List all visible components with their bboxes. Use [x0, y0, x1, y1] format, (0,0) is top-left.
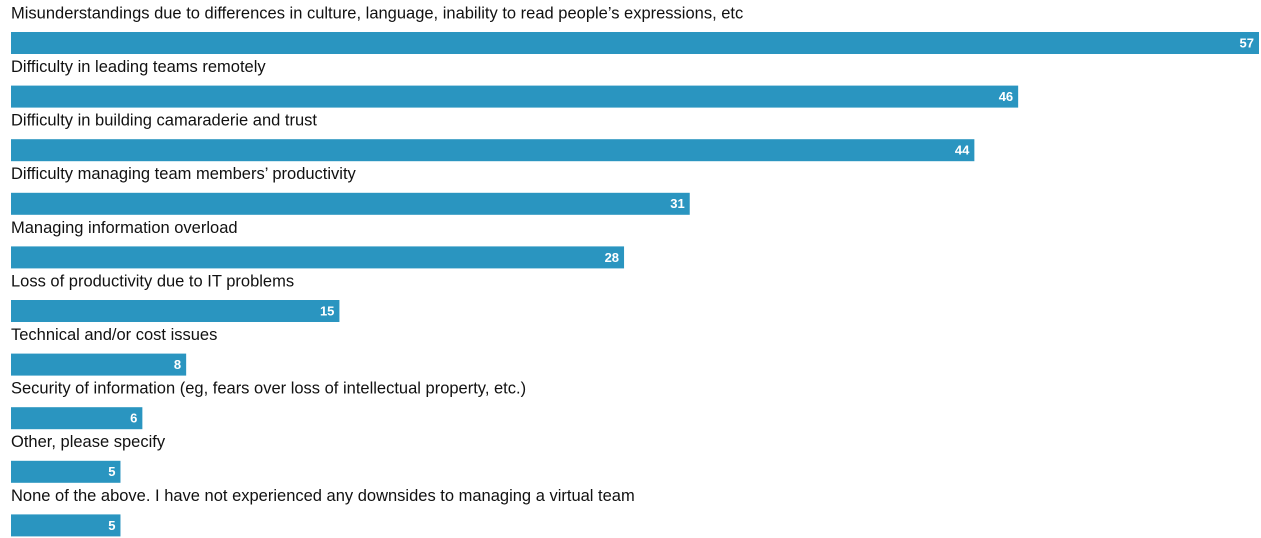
bar [11, 353, 187, 376]
bar [11, 246, 625, 269]
category-label: Misunderstandings due to differences in … [11, 4, 743, 22]
value-label: 6 [130, 411, 137, 426]
value-label: 15 [320, 303, 334, 318]
category-label: Managing information overload [11, 219, 238, 237]
bar [11, 192, 690, 215]
value-label: 31 [670, 196, 684, 211]
bar [11, 514, 121, 537]
category-label: Loss of productivity due to IT problems [11, 272, 294, 290]
value-label: 8 [174, 357, 181, 372]
value-label: 5 [108, 464, 115, 479]
category-label: Difficulty in building camaraderie and t… [11, 112, 317, 130]
value-label: 28 [605, 250, 619, 265]
bar [11, 139, 975, 162]
bar [11, 85, 1019, 108]
bar [11, 460, 121, 483]
bar [11, 32, 1259, 54]
value-label: 5 [108, 518, 115, 533]
category-label: Security of information (eg, fears over … [11, 380, 526, 398]
category-label: Difficulty managing team members’ produc… [11, 165, 357, 183]
bar [11, 407, 143, 430]
bar [11, 300, 340, 322]
value-label: 46 [999, 89, 1013, 104]
category-label: Other, please specify [11, 433, 166, 451]
category-label: None of the above. I have not experience… [11, 487, 635, 505]
value-label: 57 [1240, 35, 1254, 50]
category-label: Difficulty in leading teams remotely [11, 58, 266, 76]
value-label: 44 [955, 143, 970, 158]
category-label: Technical and/or cost issues [11, 326, 217, 344]
